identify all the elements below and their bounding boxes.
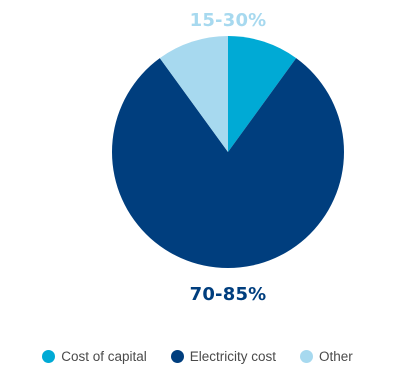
legend-item-other: Other bbox=[300, 349, 353, 364]
pie-slices bbox=[111, 36, 345, 269]
legend-label: Cost of capital bbox=[61, 349, 147, 364]
pie-slice-other bbox=[159, 36, 228, 152]
data-label-electricity-cost: 70-85% bbox=[190, 284, 267, 305]
pie-slice-electricity-cost bbox=[111, 58, 345, 269]
legend-swatch-cost-of-capital bbox=[42, 350, 56, 363]
data-label-cost-of-capital-other: 15-30% bbox=[190, 10, 267, 31]
legend-item-cost-of-capital: Cost of capital bbox=[42, 349, 147, 364]
legend-swatch-other bbox=[300, 350, 314, 363]
legend-label: Electricity cost bbox=[189, 349, 277, 364]
legend-item-electricity-cost: Electricity cost bbox=[170, 349, 277, 364]
pie-slice-cost-of-capital bbox=[228, 36, 297, 152]
legend-label: Other bbox=[319, 349, 353, 364]
legend: Cost of capital Electricity cost Other bbox=[0, 349, 395, 364]
legend-swatch-electricity-cost bbox=[170, 350, 184, 363]
